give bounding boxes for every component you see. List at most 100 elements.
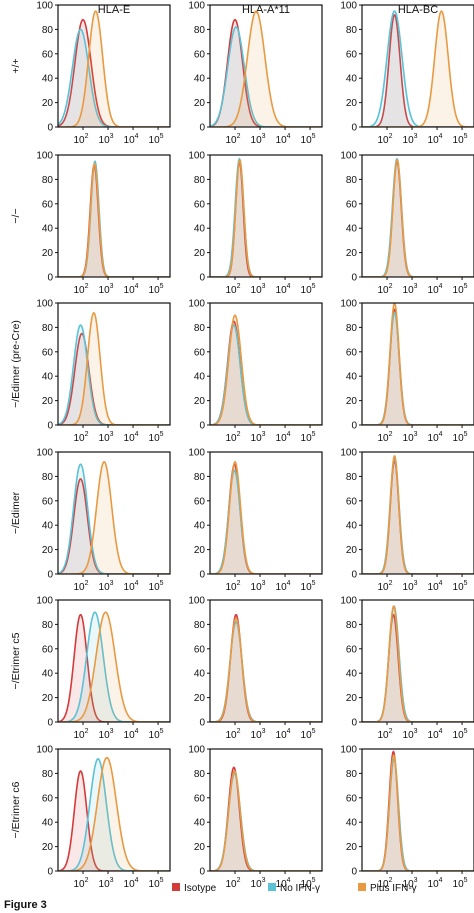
y-tick-label: 40	[346, 74, 358, 85]
x-tick-label: 105	[301, 877, 316, 890]
panel-frame	[57, 4, 171, 128]
histogram-curve-isotype	[58, 332, 170, 425]
legend-swatch-plus_ifn	[358, 883, 366, 891]
histogram-curve-isotype	[58, 164, 170, 277]
x-tick-base: 10	[124, 730, 136, 741]
x-tick-label: 105	[149, 431, 164, 444]
x-tick-exponent: 5	[160, 133, 164, 140]
y-tick-label: 100	[36, 1, 53, 12]
row-label: −/Edimer	[10, 491, 22, 534]
y-tick-label: 60	[346, 644, 358, 655]
y-tick-label: 40	[42, 74, 54, 85]
x-tick-base: 10	[453, 135, 465, 146]
histogram-curve-plus_ifn	[362, 605, 474, 722]
panel-frame	[361, 154, 474, 278]
x-tick-label: 102	[378, 728, 393, 741]
y-tick-label: 20	[346, 545, 358, 556]
x-tick-base: 10	[124, 582, 136, 593]
legend-label-isotype: Isotype	[184, 883, 217, 894]
x-tick-label: 103	[251, 133, 266, 146]
x-tick-base: 10	[276, 285, 288, 296]
x-tick-base: 10	[453, 582, 465, 593]
x-tick-base: 10	[149, 433, 161, 444]
x-tick-base: 10	[453, 285, 465, 296]
histogram-fill-no_ifn	[362, 458, 474, 574]
x-tick-exponent: 4	[287, 728, 291, 735]
histogram-curve-no_ifn	[58, 324, 170, 425]
y-tick-label: 100	[188, 299, 205, 310]
y-tick-label: 0	[199, 867, 205, 878]
x-tick-label: 102	[74, 580, 89, 593]
x-tick-exponent: 4	[287, 283, 291, 290]
x-tick-base: 10	[74, 433, 86, 444]
x-tick-base: 10	[428, 285, 440, 296]
panel-frame	[209, 4, 323, 128]
x-tick-base: 10	[428, 433, 440, 444]
histogram-curve-plus_ifn	[210, 314, 322, 425]
x-tick-base: 10	[378, 285, 390, 296]
y-tick-label: 0	[199, 718, 205, 729]
x-tick-exponent: 3	[414, 877, 418, 884]
histogram-curve-plus_ifn	[58, 756, 170, 871]
x-tick-exponent: 2	[85, 133, 89, 140]
x-tick-exponent: 2	[389, 283, 393, 290]
x-tick-exponent: 4	[287, 431, 291, 438]
y-tick-label: 80	[346, 25, 358, 36]
x-tick-exponent: 5	[160, 431, 164, 438]
caption: Figure 3	[4, 899, 47, 911]
histogram-curve-isotype	[210, 160, 322, 277]
x-tick-base: 10	[403, 879, 415, 890]
row-label: −/Edimer (pre-Cre)	[10, 320, 22, 408]
y-tick-label: 20	[346, 396, 358, 407]
y-tick-label: 20	[42, 693, 54, 704]
x-tick-exponent: 3	[262, 431, 266, 438]
column-title: HLA-E	[98, 4, 130, 16]
x-tick-label: 102	[226, 283, 241, 296]
y-tick-label: 20	[42, 842, 54, 853]
x-tick-label: 104	[276, 133, 291, 146]
x-tick-label: 105	[149, 580, 164, 593]
x-tick-exponent: 5	[160, 283, 164, 290]
x-tick-base: 10	[428, 879, 440, 890]
x-tick-exponent: 5	[312, 283, 316, 290]
panel-frame	[57, 302, 171, 426]
y-tick-label: 100	[188, 745, 205, 756]
y-tick-label: 80	[42, 175, 54, 186]
y-tick-label: 40	[346, 372, 358, 383]
x-tick-base: 10	[378, 730, 390, 741]
y-tick-label: 60	[194, 199, 206, 210]
histogram-fill-plus_ifn	[210, 315, 322, 425]
histogram-fill-no_ifn	[362, 11, 474, 127]
x-tick-exponent: 4	[439, 877, 443, 884]
x-tick-exponent: 3	[262, 133, 266, 140]
y-tick-label: 80	[194, 620, 206, 631]
legend-swatch-isotype	[172, 883, 180, 891]
x-tick-label: 103	[251, 283, 266, 296]
x-tick-base: 10	[378, 135, 390, 146]
x-tick-exponent: 4	[287, 580, 291, 587]
y-tick-label: 40	[42, 372, 54, 383]
x-tick-base: 10	[226, 433, 238, 444]
x-tick-base: 10	[251, 582, 263, 593]
x-tick-label: 105	[453, 728, 468, 741]
x-tick-base: 10	[99, 135, 111, 146]
y-tick-label: 40	[346, 521, 358, 532]
x-tick-label: 102	[226, 877, 241, 890]
column-title: HLA-BC	[398, 4, 438, 16]
x-tick-label: 104	[428, 580, 443, 593]
histogram-curve-no_ifn	[362, 312, 474, 425]
x-tick-exponent: 3	[110, 728, 114, 735]
x-tick-label: 103	[251, 580, 266, 593]
y-tick-label: 0	[351, 273, 357, 284]
legend: Isotype No IFN-γ Plus IFN-γ	[172, 883, 417, 894]
histogram-fill-no_ifn	[362, 606, 474, 722]
histogram-curve-no_ifn	[362, 157, 474, 277]
histogram-curve-plus_ifn	[210, 617, 322, 722]
